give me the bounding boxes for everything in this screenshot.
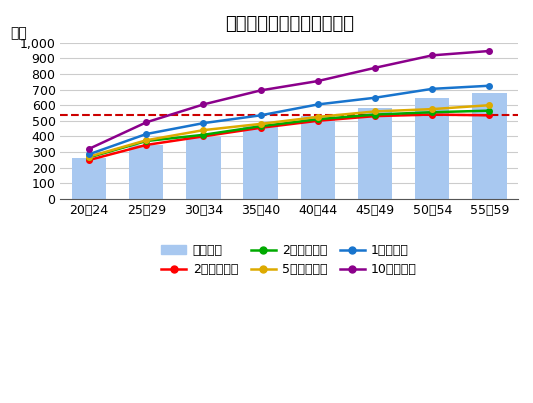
1億円以上 — [257, 113, 264, 118]
2千万円以上 — [429, 110, 435, 114]
2千万円未満 — [257, 125, 264, 130]
5千万円以上 — [86, 154, 92, 159]
10億円以上 — [486, 49, 492, 54]
Legend: 男性全体, 2千万円未満, 2千万円以上, 5千万円以上, 1億円以上, 10億円以上: 男性全体, 2千万円未満, 2千万円以上, 5千万円以上, 1億円以上, 10億… — [157, 239, 422, 281]
5千万円以上 — [372, 109, 378, 114]
5千万円以上 — [314, 114, 321, 119]
2千万円未満 — [372, 114, 378, 118]
2千万円未満 — [86, 158, 92, 162]
Bar — [472, 93, 506, 199]
2千万円以上 — [200, 133, 207, 137]
2千万円未満 — [486, 113, 492, 118]
Line: 10億円以上: 10億円以上 — [86, 48, 492, 152]
1億円以上 — [314, 102, 321, 107]
1億円以上 — [372, 96, 378, 100]
Line: 5千万円以上: 5千万円以上 — [86, 102, 492, 160]
5千万円以上 — [143, 138, 149, 143]
5千万円以上 — [486, 103, 492, 108]
Bar — [415, 98, 449, 199]
Text: 万円: 万円 — [10, 26, 27, 40]
5千万円以上 — [257, 121, 264, 126]
2千万円未満 — [429, 112, 435, 117]
2千万円以上 — [257, 124, 264, 129]
1億円以上 — [200, 121, 207, 126]
10億円以上 — [86, 146, 92, 151]
10億円以上 — [314, 79, 321, 83]
2千万円以上 — [486, 108, 492, 113]
Text: sincerite: sincerite — [413, 371, 488, 386]
10億円以上 — [429, 53, 435, 58]
10億円以上 — [143, 120, 149, 125]
Line: 1億円以上: 1億円以上 — [86, 83, 492, 157]
2千万円以上 — [143, 139, 149, 143]
5千万円以上 — [200, 128, 207, 133]
Bar — [186, 137, 221, 199]
Bar — [72, 158, 106, 199]
10億円以上 — [257, 88, 264, 93]
2千万円未満 — [143, 143, 149, 147]
1億円以上 — [429, 86, 435, 91]
Line: 2千万円以上: 2千万円以上 — [86, 108, 492, 160]
5千万円以上 — [429, 107, 435, 112]
Bar — [129, 145, 164, 199]
2千万円以上 — [314, 117, 321, 122]
Bar — [358, 108, 392, 199]
10億円以上 — [372, 65, 378, 70]
Text: AOYAMA: AOYAMA — [436, 390, 465, 396]
10億円以上 — [200, 102, 207, 107]
Bar — [244, 125, 278, 199]
2千万円未満 — [200, 134, 207, 139]
2千万円以上 — [372, 112, 378, 117]
2千万円以上 — [86, 155, 92, 160]
1億円以上 — [486, 83, 492, 88]
Title: 資本金別平均年収（男性）: 資本金別平均年収（男性） — [225, 15, 354, 33]
Bar — [301, 116, 335, 199]
Line: 2千万円未満: 2千万円未満 — [86, 112, 492, 163]
2千万円未満 — [314, 118, 321, 123]
1億円以上 — [143, 132, 149, 137]
1億円以上 — [86, 152, 92, 157]
